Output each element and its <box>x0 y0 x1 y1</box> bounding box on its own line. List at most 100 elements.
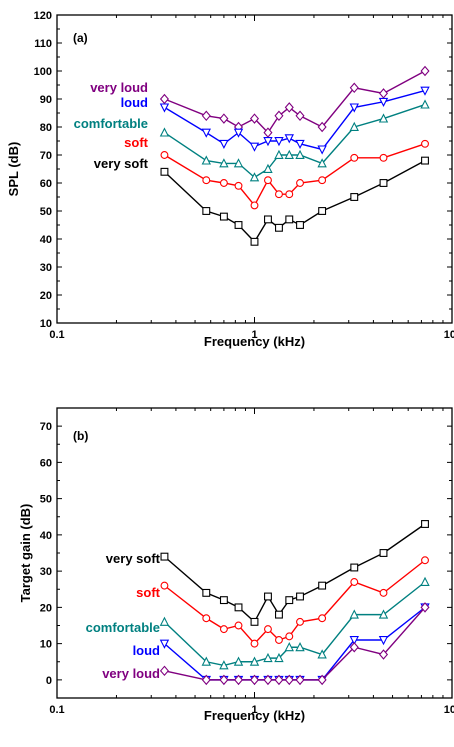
data-point <box>219 625 228 634</box>
series-label: soft <box>124 135 149 150</box>
series-very-loud: very loud <box>90 65 430 138</box>
data-point <box>201 674 211 686</box>
data-point <box>233 158 244 168</box>
data-point <box>233 674 244 686</box>
data-point <box>201 155 211 165</box>
y-tick-label: 100 <box>34 66 52 78</box>
data-point <box>317 145 327 155</box>
series-label: loud <box>121 95 148 110</box>
data-point <box>317 649 327 659</box>
data-point <box>349 609 359 619</box>
data-point <box>263 652 273 663</box>
data-point <box>250 237 259 246</box>
y-tick-label: 60 <box>40 178 52 190</box>
data-point <box>233 128 244 138</box>
series-label: loud <box>133 643 160 658</box>
data-point <box>250 617 259 626</box>
x-tick-label: 1 <box>251 329 257 341</box>
data-point <box>318 581 327 590</box>
series-label: very soft <box>106 551 161 566</box>
data-point <box>421 556 429 565</box>
series-label: very soft <box>94 156 149 171</box>
data-point <box>349 103 359 113</box>
x-tick-label: 10 <box>444 704 454 716</box>
data-point <box>160 552 169 561</box>
y-tick-label: 10 <box>40 639 52 651</box>
data-point <box>264 625 272 634</box>
data-point <box>160 151 169 159</box>
data-point <box>160 581 169 590</box>
series-very-loud: very loud <box>102 602 430 686</box>
data-point <box>263 127 273 138</box>
data-point <box>234 221 243 229</box>
data-point <box>284 134 294 144</box>
y-tick-label: 120 <box>34 10 52 22</box>
y-tick-label: 40 <box>40 234 52 246</box>
data-point <box>249 172 260 182</box>
x-tick-label: 10 <box>444 329 454 341</box>
data-point <box>250 201 259 210</box>
data-point <box>296 617 304 626</box>
x-tick-label: 1 <box>251 704 257 716</box>
data-point <box>285 215 294 224</box>
data-point <box>202 207 211 215</box>
data-point <box>318 614 327 623</box>
data-point <box>234 603 243 612</box>
series-comfortable: comfortable <box>74 99 430 182</box>
data-point <box>219 139 229 150</box>
data-point <box>349 642 359 653</box>
y-tick-label: 50 <box>40 494 52 506</box>
data-point <box>159 103 170 113</box>
data-point <box>264 592 272 601</box>
data-point <box>296 221 304 229</box>
series-label: comfortable <box>86 620 160 635</box>
data-point <box>201 656 211 666</box>
data-point <box>317 158 327 168</box>
data-point <box>274 652 284 663</box>
data-point <box>379 588 388 597</box>
data-point <box>421 139 429 148</box>
data-point <box>263 674 273 686</box>
y-tick-label: 70 <box>40 421 52 433</box>
data-point <box>350 578 359 586</box>
data-point <box>318 176 327 185</box>
data-point <box>296 592 304 601</box>
data-point <box>318 207 327 215</box>
data-point <box>264 215 272 224</box>
data-point <box>202 614 211 623</box>
data-point <box>420 86 430 96</box>
y-tick-label: 30 <box>40 566 52 578</box>
x-tick-label: 0.1 <box>49 704 64 716</box>
data-point <box>379 179 388 187</box>
data-point <box>274 137 284 147</box>
data-point <box>317 121 327 133</box>
y-tick-label: 90 <box>40 94 52 106</box>
data-point <box>233 656 244 666</box>
data-point <box>202 176 211 185</box>
data-point <box>274 149 284 159</box>
data-point <box>160 167 169 176</box>
data-point <box>379 549 388 557</box>
data-point <box>234 181 243 190</box>
data-point <box>219 158 229 168</box>
y-tick-label: 20 <box>40 602 52 614</box>
data-point <box>159 665 169 677</box>
series-very-soft: very soft <box>94 156 429 246</box>
y-tick-label: 0 <box>46 675 52 687</box>
data-point <box>249 142 260 152</box>
data-point <box>263 163 273 173</box>
data-point <box>202 588 211 597</box>
series-label: comfortable <box>74 116 148 131</box>
chart-panel-b: 0 10 20 30 40 50 60 70 0.1 1 10 Frequency (kHz) Targ… <box>18 407 454 723</box>
data-point <box>249 674 260 686</box>
data-point <box>349 636 359 646</box>
data-point <box>379 153 388 162</box>
y-tick-label: 30 <box>40 262 52 274</box>
data-point <box>284 642 294 652</box>
data-point <box>274 674 284 686</box>
data-point <box>274 110 284 122</box>
data-point <box>295 642 305 652</box>
data-point <box>378 113 389 123</box>
y-axis-title: SPL (dB) <box>6 142 21 197</box>
